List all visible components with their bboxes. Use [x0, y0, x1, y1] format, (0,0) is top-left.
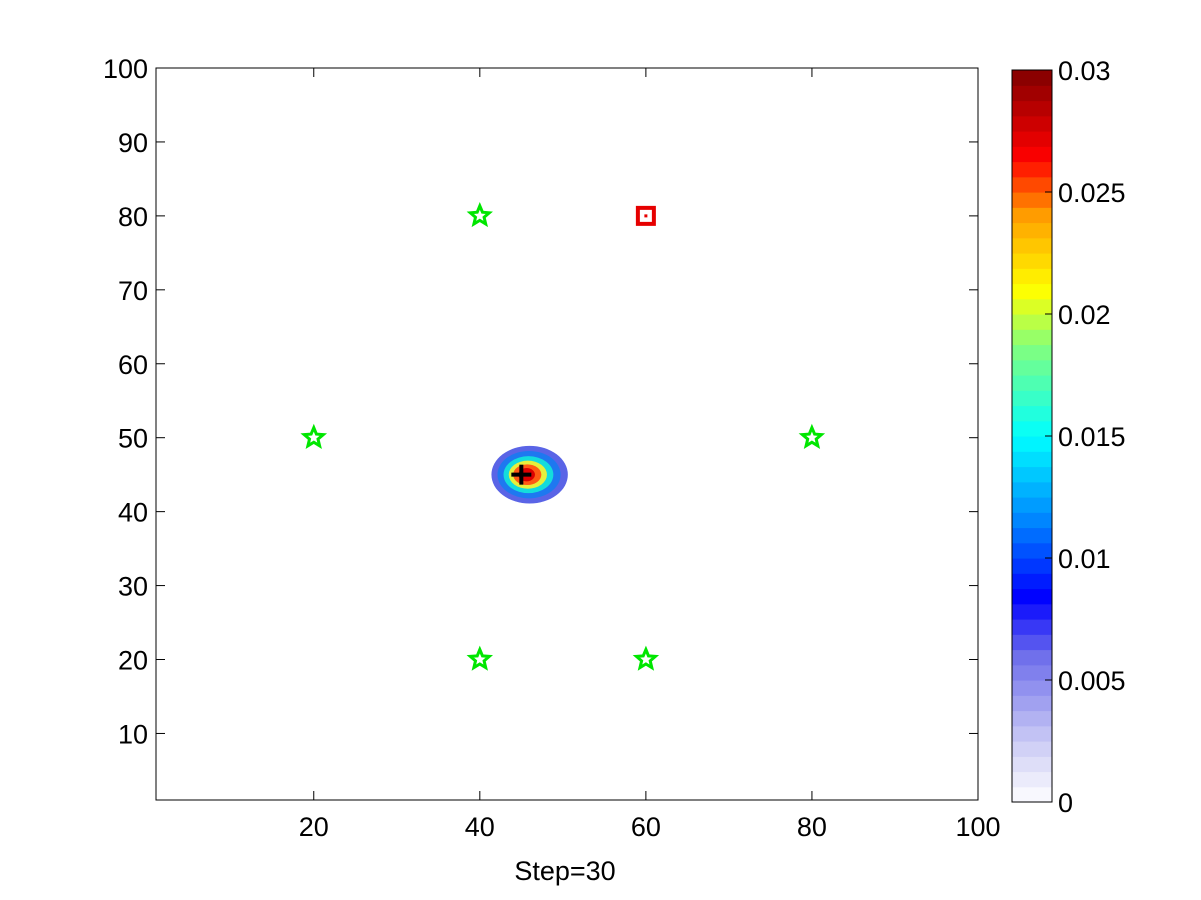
colorbar-band-27 — [1012, 375, 1052, 391]
colorbar-band-18 — [1012, 512, 1052, 529]
colorbar-band-35 — [1012, 253, 1052, 269]
colorbar-band-37 — [1012, 222, 1052, 239]
colorbar-band-2 — [1012, 756, 1052, 773]
target-square-marker — [635, 205, 656, 226]
colorbar-band-40 — [1012, 176, 1052, 193]
y-tick-label-90: 90 — [118, 128, 148, 158]
colorbar-band-11 — [1012, 619, 1052, 635]
colorbar-band-38 — [1012, 207, 1052, 224]
x-axis-label: Step=30 — [514, 856, 615, 886]
y-tick-label-100: 100 — [103, 54, 148, 84]
colorbar-band-23 — [1012, 436, 1052, 452]
y-tick-label-70: 70 — [118, 276, 148, 306]
colorbar-band-25 — [1012, 405, 1052, 422]
colorbar-band-44 — [1012, 115, 1052, 132]
colorbar-band-29 — [1012, 344, 1052, 361]
colorbar-tick-label-1: 0.005 — [1058, 666, 1126, 696]
colorbar-tick-label-0: 0 — [1058, 788, 1073, 818]
colorbar-band-19 — [1012, 497, 1052, 513]
x-tick-label-20: 20 — [299, 812, 329, 842]
colorbar-band-39 — [1012, 192, 1052, 208]
colorbar-band-3 — [1012, 741, 1052, 757]
colorbar-band-28 — [1012, 359, 1052, 376]
target-dot — [644, 214, 648, 218]
colorbar-band-41 — [1012, 161, 1052, 178]
colorbar-tick-label-6: 0.03 — [1058, 56, 1111, 86]
colorbar-band-22 — [1012, 451, 1052, 468]
x-tick-label-60: 60 — [631, 812, 661, 842]
colorbar-band-21 — [1012, 466, 1052, 483]
colorbar-band-36 — [1012, 237, 1052, 254]
y-tick-label-10: 10 — [118, 719, 148, 749]
colorbar-band-46 — [1012, 85, 1052, 102]
colorbar-band-1 — [1012, 771, 1052, 788]
colorbar-band-20 — [1012, 481, 1052, 498]
colorbar: 0 0.005 0.01 0.015 0.02 0.025 0.03 — [1011, 56, 1126, 818]
sensor-star-0 — [466, 202, 493, 228]
colorbar-band-42 — [1012, 146, 1052, 163]
colorbar-band-43 — [1012, 131, 1052, 147]
colorbar-band-8 — [1012, 664, 1052, 681]
colorbar-band-9 — [1012, 649, 1052, 666]
colorbar-band-4 — [1012, 725, 1052, 742]
y-tick-label-60: 60 — [118, 350, 148, 380]
colorbar-band-15 — [1012, 558, 1052, 574]
colorbar-band-47 — [1012, 70, 1052, 86]
axes: 20 40 60 80 100 10 20 30 40 50 60 70 80 90 100 — [103, 54, 1001, 842]
y-tick-label-20: 20 — [118, 646, 148, 676]
colorbar-band-45 — [1012, 100, 1052, 117]
colorbar-tick-label-5: 0.025 — [1058, 178, 1126, 208]
colorbar-band-26 — [1012, 390, 1052, 407]
colorbar-band-34 — [1012, 268, 1052, 285]
colorbar-band-6 — [1012, 695, 1052, 712]
colorbar-band-16 — [1012, 542, 1052, 559]
sensor-star-4 — [632, 645, 660, 671]
colorbar-band-12 — [1012, 603, 1052, 620]
colorbar-band-24 — [1012, 420, 1052, 437]
sensor-star-2 — [798, 423, 826, 449]
colorbar-tick-label-2: 0.01 — [1058, 544, 1111, 574]
y-tick-label-30: 30 — [118, 572, 148, 602]
sensor-star-1 — [300, 423, 328, 449]
colorbar-band-0 — [1012, 786, 1052, 803]
colorbar-band-7 — [1012, 680, 1052, 696]
y-tick-label-80: 80 — [118, 202, 148, 232]
y-tick-label-50: 50 — [118, 424, 148, 454]
colorbar-band-31 — [1012, 314, 1052, 330]
colorbar-band-32 — [1012, 298, 1052, 315]
colorbar-band-30 — [1012, 329, 1052, 346]
x-tick-label-40: 40 — [465, 812, 495, 842]
plot-area — [155, 67, 979, 801]
colorbar-band-13 — [1012, 588, 1052, 605]
colorbar-band-14 — [1012, 573, 1052, 590]
colorbar-tick-label-4: 0.02 — [1058, 300, 1111, 330]
colorbar-band-10 — [1012, 634, 1052, 651]
colorbar-band-33 — [1012, 283, 1052, 300]
markers — [300, 202, 826, 671]
colorbar-band-5 — [1012, 710, 1052, 727]
x-tick-label-100: 100 — [955, 812, 1000, 842]
colorbar-band-17 — [1012, 527, 1052, 544]
sensor-star-3 — [466, 645, 494, 671]
x-tick-label-80: 80 — [797, 812, 827, 842]
y-tick-label-40: 40 — [118, 498, 148, 528]
colorbar-tick-label-3: 0.015 — [1058, 422, 1126, 452]
